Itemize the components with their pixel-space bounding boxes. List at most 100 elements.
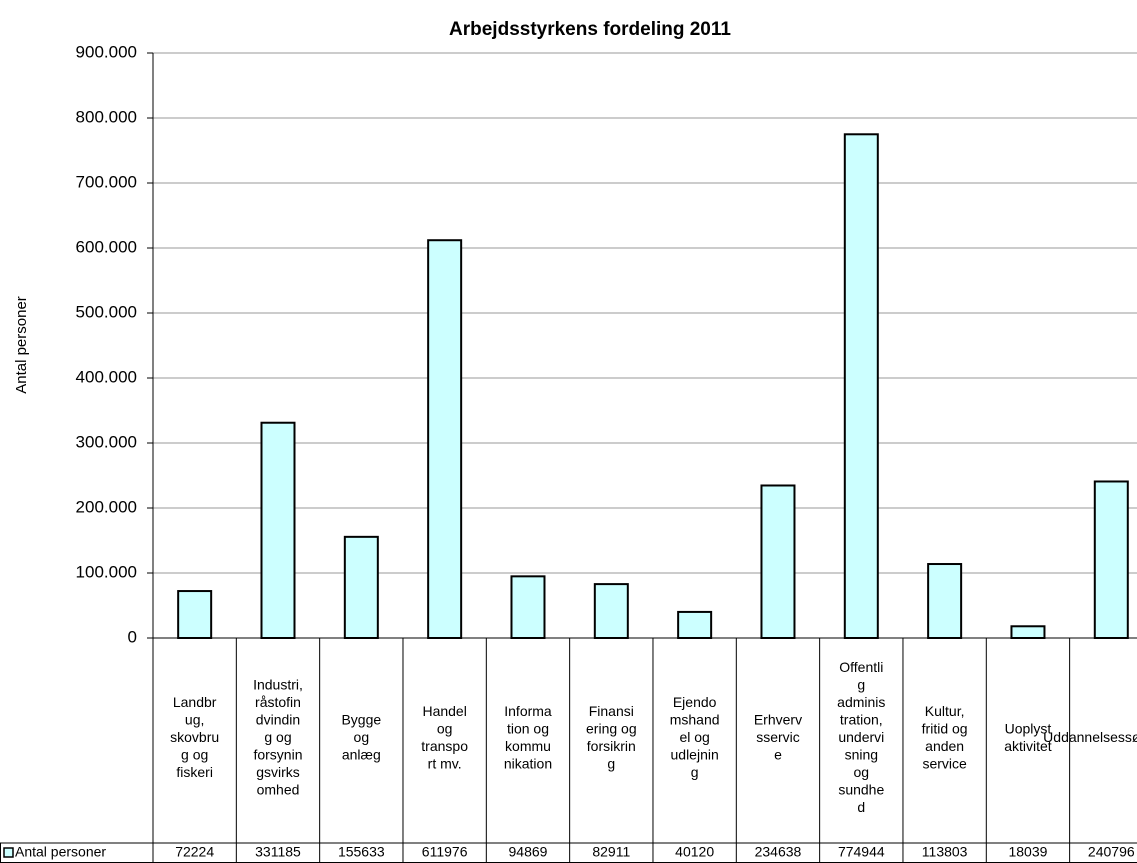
bar [343,535,379,640]
x-tick-label-line: anden [925,737,964,753]
x-tick-label: Kultur, fritid og anden service [922,702,968,771]
bar [177,590,213,639]
table-value: 40120 [675,844,714,860]
x-tick-label-line: Erhverv [754,711,802,727]
x-tick-label-line: ering og [586,720,637,736]
x-tick-label-line: og [437,720,453,736]
y-tick-label: 600.000 [76,237,137,256]
x-tick-label-line: d [857,799,865,815]
x-tick-label: Ejendo mshand el og udlejnin g [670,694,720,780]
y-tick-label: 200.000 [76,497,137,516]
x-tick-label-line: dvindin [256,711,300,727]
x-tick-label-line: g og [181,746,208,762]
x-tick-label-line: sundhe [838,781,884,797]
x-tick-label-line: g [607,755,615,771]
x-tick-label-line: Bygge [341,711,381,727]
x-tick-label-line: Informa [504,702,552,718]
table-value: 155633 [338,844,385,860]
bar [427,239,463,639]
x-tick-label: Informa tion og kommu nikation [504,702,552,771]
x-tick-label-line: adminis [837,694,885,710]
bar [843,133,879,639]
y-tick-label: 700.000 [76,172,137,191]
x-tick-label: Bygge og anlæg [341,711,381,762]
x-tick-label-line: forsynin [253,746,302,762]
bar [593,583,629,639]
x-tick-label: Industri, råstofin dvindin g og forsynin gsvi… [253,676,303,797]
x-tick-label-line: mshand [670,711,720,727]
x-tick-label-line: Finansi [589,702,634,718]
x-tick-label-line: tion og [507,720,549,736]
x-tick-label-line: ug, [185,711,204,727]
x-tick-label: Uoplyst aktivitet [1004,720,1052,754]
y-tick-label: 0 [128,627,137,646]
table-value: 240796 [1088,844,1135,860]
x-tick-label-line: Offentli [839,659,883,675]
x-tick-label-line: g og [264,729,291,745]
y-tick-label: 100.000 [76,562,137,581]
x-tick-label: Uddannelsessøgende [1043,729,1137,745]
bar [927,563,963,640]
x-tick-label: Handel og transpo rt mv. [421,702,468,771]
x-tick-label-line: Handel [422,702,466,718]
y-tick-label: 500.000 [76,302,137,321]
x-tick-label-line: gsvirks [256,764,300,780]
x-tick-label: Landbr ug, skovbru g og fiskeri [170,694,219,780]
x-tick-label-line: kommu [505,737,551,753]
x-tick-label-line: Uoplyst [1005,720,1052,736]
y-tick-label: 300.000 [76,432,137,451]
bar [510,575,546,639]
x-tick-label-line: e [774,746,782,762]
x-tick-label-line: undervi [838,729,884,745]
x-tick-label-line: aktivitet [1004,737,1052,753]
x-tick-label-line: tration, [840,711,883,727]
bar [1093,480,1129,639]
x-tick-label-line: omhed [257,781,300,797]
x-tick-label-line: Ejendo [673,694,717,710]
table-value: 18039 [1008,844,1047,860]
x-tick-label-line: service [922,755,967,771]
x-tick-label-line: rt mv. [428,755,462,771]
x-tick-label: Finansi ering og forsikrin g [586,702,637,771]
y-tick-label: 800.000 [76,107,137,126]
x-tick-label-line: nikation [504,755,552,771]
x-tick-label-line: transpo [421,737,468,753]
x-tick-label-line: råstofin [255,694,301,710]
x-tick-label-line: Uddannelsessøgende [1043,729,1137,745]
legend-label: Antal personer [15,844,106,860]
legend-key [3,847,14,858]
x-tick-label-line: og [354,729,370,745]
x-tick-label-line: el og [679,729,709,745]
y-tick-label: 400.000 [76,367,137,386]
y-axis-label: Antal personer [13,296,30,394]
x-tick-label-line: Landbr [173,694,217,710]
chart-title: Arbejdsstyrkens fordeling 2011 [449,19,731,40]
x-tick-label-line: anlæg [342,746,381,762]
x-tick-label-line: udlejnin [671,746,719,762]
x-tick-label-line: og [854,764,870,780]
x-tick-label-line: Kultur, [925,702,965,718]
table-value: 234638 [755,844,802,860]
y-tick-label: 900.000 [76,42,137,61]
x-tick-label-line: forsikrin [587,737,636,753]
table-value: 72224 [175,844,214,860]
bar [677,610,713,639]
table-value: 774944 [838,844,885,860]
table-value: 331185 [255,844,301,860]
bar [760,484,796,639]
table-value: 82911 [592,844,630,860]
table-value: 113803 [922,844,968,860]
x-tick-label-line: g [691,764,699,780]
x-tick-label-line: fritid og [922,720,968,736]
x-tick-label-line: skovbru [170,729,219,745]
bar [1010,625,1046,640]
table-value: 611976 [422,844,468,860]
x-tick-label-line: Industri, [253,676,303,692]
x-tick-label-line: sning [845,746,878,762]
x-tick-label: Erhverv sservic e [754,711,802,762]
x-tick-label-line: fiskeri [176,764,213,780]
bar [260,421,296,639]
x-tick-label: Offentli g adminis tration, undervi sning og su… [837,659,885,815]
